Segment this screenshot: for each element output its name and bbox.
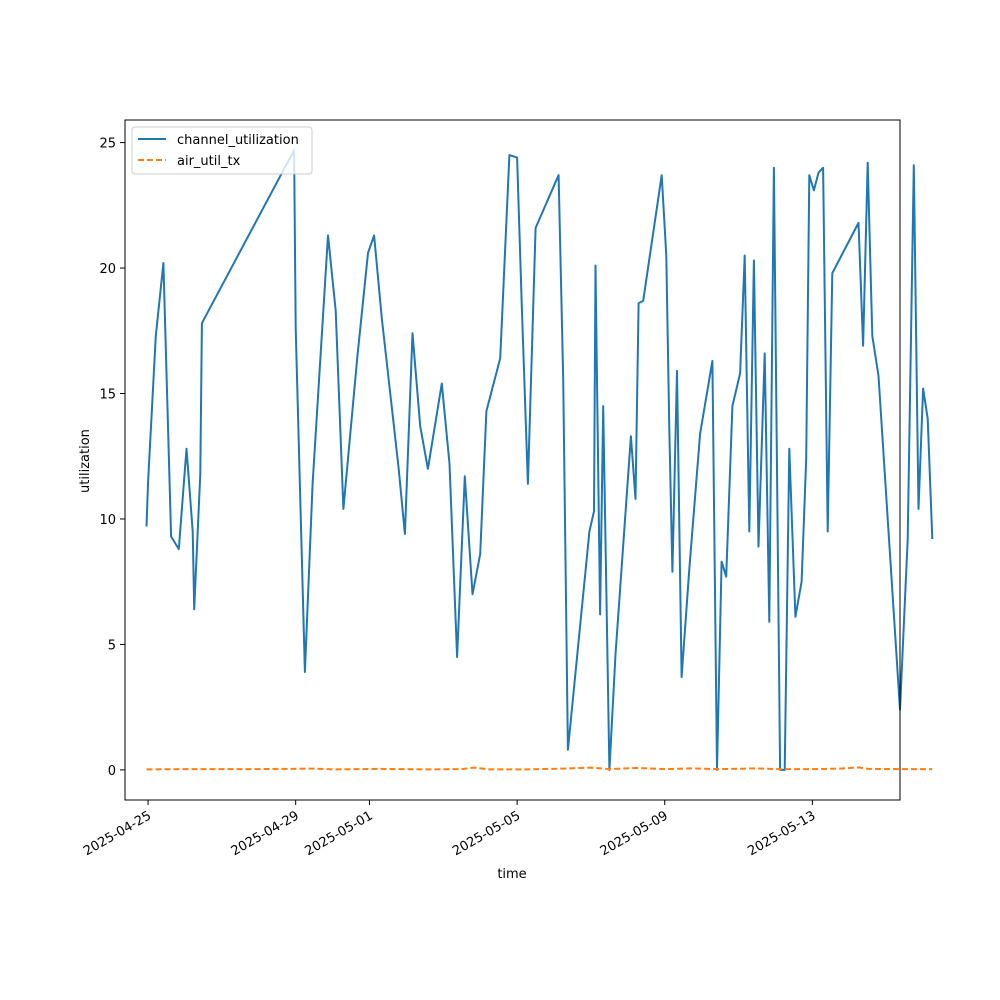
- y-ticks: 0 5 10 15 20 25: [99, 137, 125, 779]
- y-tick-label: 15: [99, 388, 116, 403]
- series-layer: [145, 149, 934, 771]
- y-tick-label: 10: [99, 513, 116, 528]
- y-tick-label: 5: [108, 638, 116, 653]
- series-line-air-util-tx: [146, 766, 933, 771]
- legend-label-channel-utilization: channel_utilization: [177, 133, 299, 148]
- y-tick-label: 20: [99, 262, 116, 277]
- plot-frame: [124, 119, 901, 801]
- legend-box: [131, 126, 313, 175]
- y-axis-label: utilization: [78, 429, 93, 493]
- y-tick-label: 0: [108, 764, 116, 779]
- legend-label-air-util-tx: air_util_tx: [177, 154, 241, 169]
- y-tick-label: 25: [99, 137, 116, 152]
- axes-layer: [124, 119, 901, 801]
- legend: channel_utilization air_util_tx: [131, 126, 313, 175]
- series-line-channel-utilization: [145, 149, 934, 771]
- x-axis-label: time: [497, 867, 526, 882]
